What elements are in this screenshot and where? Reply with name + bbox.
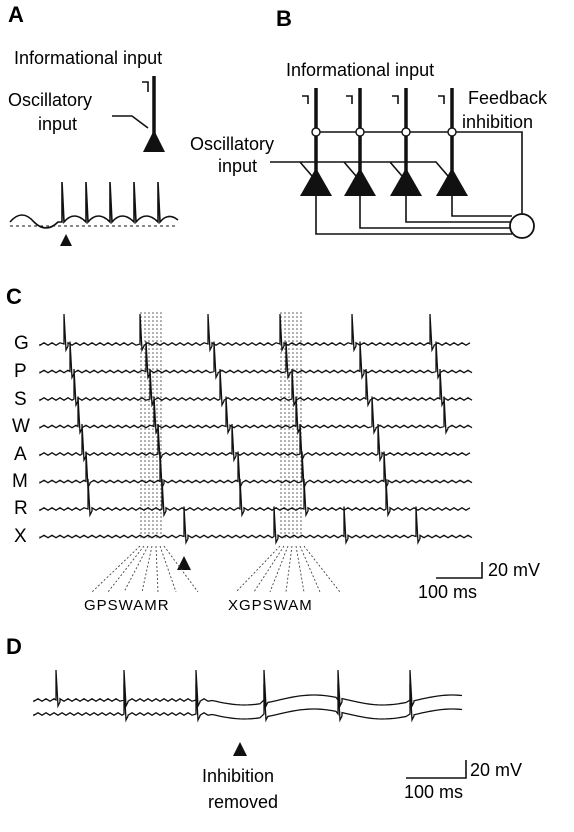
panel-d-annotation-1: Inhibition [202,766,274,786]
panel-b-synapse-2 [346,95,353,104]
trace-label-g: G [14,333,29,354]
panel-b-inhibitory-interneuron [509,213,535,239]
panel-b-feedback-synapse-2 [355,127,365,137]
panel-b-letter: B [276,6,292,31]
panel-c-scale-bar: 20 mV 100 ms [418,560,540,602]
panel-b-feedback-synapse-1 [311,127,321,137]
panel-a-membrane-trace [9,181,179,229]
panel-b-feedback-synapse-3 [401,127,411,137]
panel-c-scale-voltage: 20 mV [488,560,540,580]
trace-label-s: S [14,389,27,410]
panel-d-traces [33,669,463,723]
panel-b-axon-3 [405,196,512,223]
panel-d-letter: D [6,634,22,659]
panel-a-letter: A [8,2,24,27]
trace-s [39,368,473,408]
panel-b-oscillatory-label-1: Oscillatory [190,134,274,154]
panel-c-fan-2 [235,545,341,593]
panel-b-soma-3 [390,168,422,196]
panel-a-neuron [112,76,165,152]
panel-a-trace [9,181,179,246]
panel-b-axon-4 [451,196,512,217]
panel-c-fan-1 [91,545,199,593]
panel-b-feedback-bus [316,131,523,216]
panel-b-feedback-label-1: Feedback [468,88,548,108]
panel-c-arrowhead [177,556,191,570]
panel-c-scale-time: 100 ms [418,582,477,602]
trace-label-m: M [12,471,28,492]
panel-c-sequence-2: XGPSWAM [228,597,313,614]
panel-a-oscillatory-label-2: input [38,114,77,134]
panel-c-traces [39,313,473,545]
panel-b-feedback-synapse-4 [447,127,457,137]
panel-d-scale-lines [406,760,467,779]
panel-c-fan-lines [91,545,341,593]
panel-a-soma [143,130,165,152]
panel-a-synapse-input [142,81,149,92]
trace-x [39,506,473,545]
panel-c-sequence-1: GPSWAMR [84,597,170,614]
panel-a-arrowhead [60,234,72,246]
trace-m [39,451,473,490]
trace-p [39,341,473,380]
trace-label-w: W [12,416,30,437]
panel-c-scale-lines [436,562,483,579]
panel-d-trace-2 [33,683,463,723]
trace-label-a: A [14,444,27,465]
panel-b-synapse-3 [392,95,399,104]
panel-b-soma-2 [344,168,376,196]
trace-g [39,313,471,353]
panel-d-arrowhead [233,742,247,756]
panel-b-soma-1 [300,168,332,196]
panel-d-scale-time: 100 ms [404,782,463,802]
panel-d-scale-bar: 20 mV 100 ms [404,760,522,802]
panel-c-letter: C [6,284,22,309]
panel-b-feedback-label-2: inhibition [462,112,533,132]
panel-d-annotation-2: removed [208,792,278,812]
panel-b-axon-2 [359,196,512,229]
panel-b-axon-1 [315,196,512,235]
trace-w [39,396,473,435]
panel-a-oscillatory-label-1: Oscillatory [8,90,92,110]
panel-b-informational-input-label: Informational input [286,60,434,80]
trace-label-p: P [14,361,27,382]
trace-a [39,423,471,463]
panel-b-synapse-1 [302,95,309,104]
panel-a-oscillatory-input-line [112,115,149,129]
trace-label-x: X [14,526,27,547]
panel-b-oscillatory-label-2: input [218,156,257,176]
panel-c-trace-labels: G P S W A M R X [12,333,30,547]
trace-r [39,478,471,518]
panel-a-informational-input-label: Informational input [14,48,162,68]
panel-b-oscillatory-input-lines [270,161,449,177]
panel-d-trace-1 [33,669,463,709]
panel-b-synapse-4 [438,95,445,104]
panel-b-soma-4 [436,168,468,196]
trace-label-r: R [14,498,28,519]
panel-b-network [270,88,535,239]
panel-d-scale-voltage: 20 mV [470,760,522,780]
